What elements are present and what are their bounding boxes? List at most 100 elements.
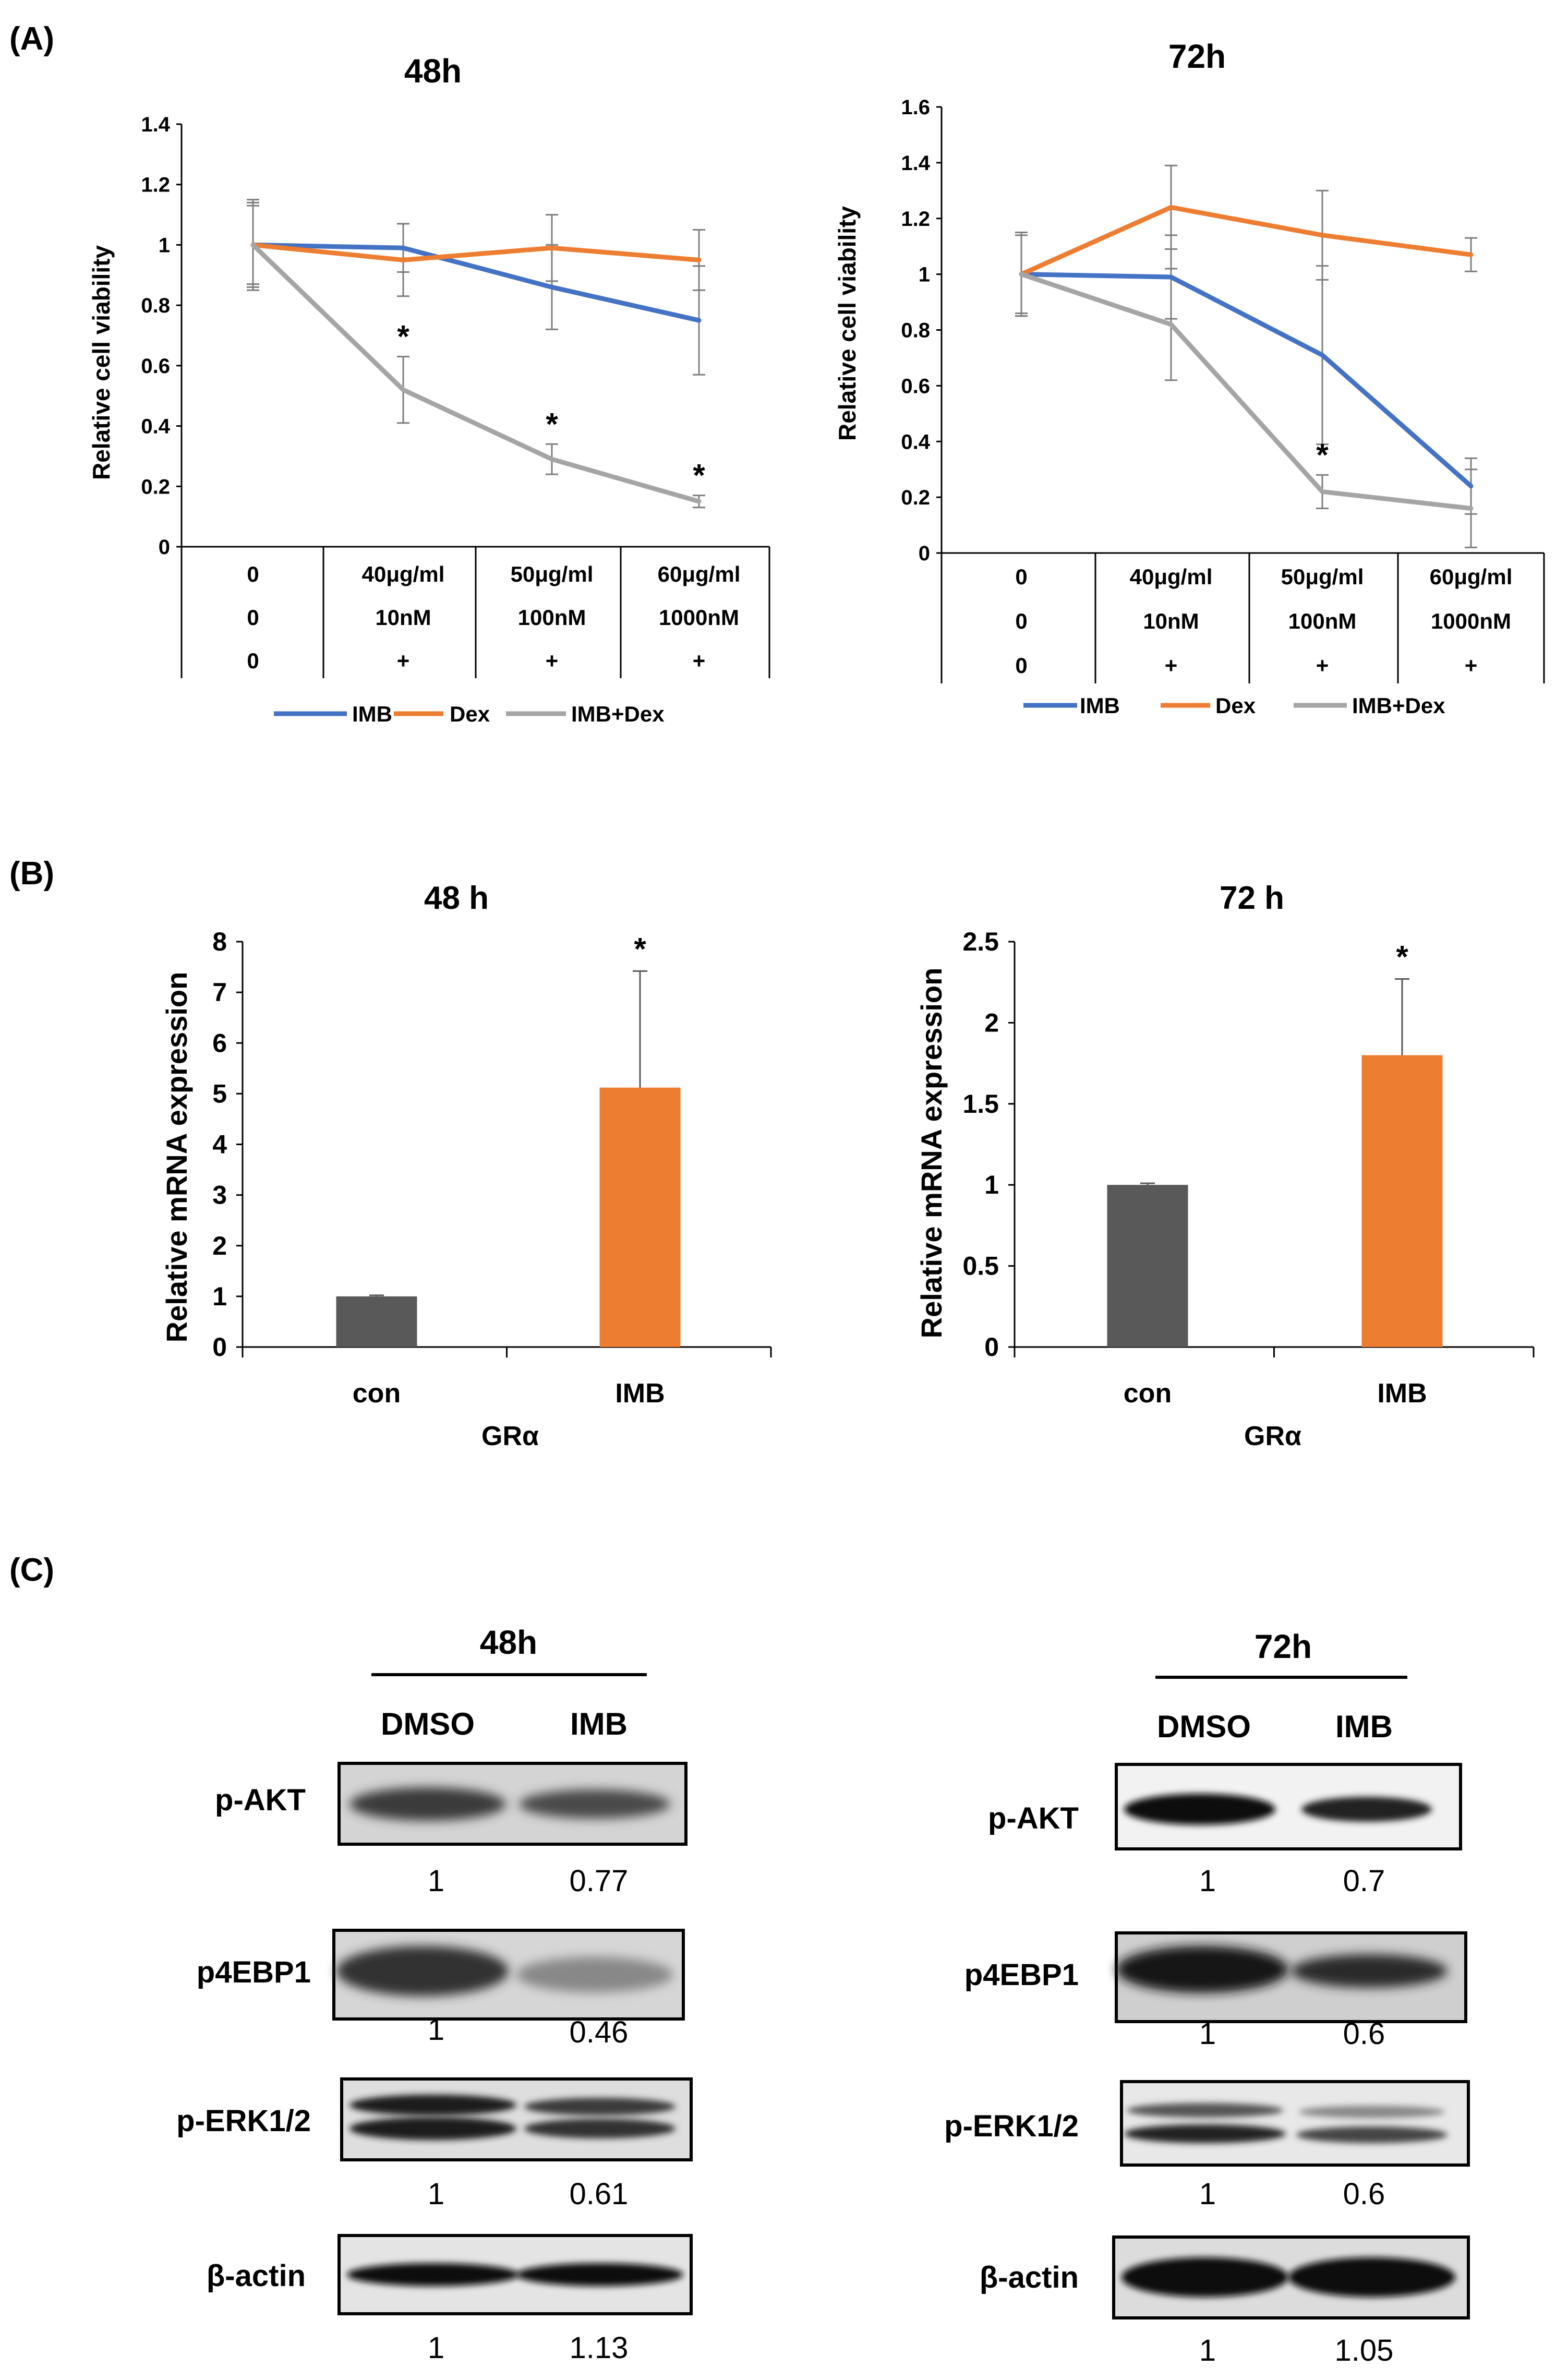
quant-value: 1.13 bbox=[570, 2331, 629, 2365]
quant-value: 1 bbox=[1199, 1864, 1216, 1898]
protein-label: β-actin bbox=[980, 2261, 1079, 2294]
y-tick-label: 0.4 bbox=[901, 430, 930, 453]
y-tick-label: 0.2 bbox=[141, 475, 170, 498]
y-tick-label: 1.4 bbox=[901, 152, 930, 175]
y-tick-label: 1 bbox=[212, 1282, 227, 1311]
quant-value: 1 bbox=[428, 1864, 444, 1898]
legend-label: Dex bbox=[1215, 693, 1256, 718]
y-tick-label: 0 bbox=[159, 536, 170, 559]
protein-label: β-actin bbox=[207, 2259, 306, 2293]
y-tick-label: 1.4 bbox=[141, 113, 170, 136]
y-axis-label: Relative cell viability bbox=[88, 245, 115, 480]
chart-title: 72h bbox=[1168, 38, 1226, 75]
table-cell: 0 bbox=[247, 562, 259, 586]
panel-label-c: (C) bbox=[9, 1552, 54, 1588]
category-label: con bbox=[1124, 1378, 1172, 1409]
line-chart-72h: 72h Relative cell viability 0 0.2 0.4 0.6 0.… bbox=[834, 38, 1545, 718]
panel-label-b: (B) bbox=[9, 856, 54, 892]
blot-time-label: 72h bbox=[1255, 1628, 1312, 1665]
y-tick-label: 0.6 bbox=[901, 375, 930, 398]
legend: IMB Dex IMB+Dex bbox=[1023, 693, 1445, 718]
table-cell: + bbox=[1316, 653, 1329, 678]
table-cell: + bbox=[1465, 653, 1478, 678]
legend: IMB Dex IMB+Dex bbox=[274, 702, 665, 726]
y-tick-label: 1 bbox=[919, 263, 930, 286]
legend-label: IMB bbox=[352, 702, 392, 726]
y-tick-label: 1.5 bbox=[962, 1089, 999, 1119]
chart-title: 48h bbox=[404, 52, 462, 90]
bar-con bbox=[1107, 1185, 1188, 1347]
significance-asterisk: * bbox=[397, 319, 409, 354]
y-tick-label: 2 bbox=[984, 1008, 999, 1037]
quant-value: 1 bbox=[428, 2177, 444, 2211]
y-tick-label: 1 bbox=[159, 234, 170, 257]
lane-label-imb: IMB bbox=[570, 1706, 628, 1741]
x-axis-label: GRα bbox=[481, 1421, 539, 1451]
series-line-imb-dex bbox=[1019, 272, 1474, 511]
legend-label: IMB+Dex bbox=[571, 702, 665, 726]
bar-chart-72h: 72 h Relative mRNA expression 0 0.5 1 1.5 2 2… bbox=[915, 880, 1535, 1451]
table-cell: 10nM bbox=[375, 605, 431, 630]
legend-label: IMB+Dex bbox=[1352, 693, 1445, 718]
table-cell: 0 bbox=[1015, 653, 1027, 678]
table-cell: 50μg/ml bbox=[1281, 564, 1364, 589]
y-tick-label: 4 bbox=[212, 1130, 227, 1159]
y-tick-label: 1 bbox=[984, 1170, 999, 1199]
significance-asterisk: * bbox=[693, 458, 705, 493]
table-cell: 60μg/ml bbox=[1430, 564, 1513, 589]
blot-band-box bbox=[1115, 1763, 1462, 1850]
legend-label: IMB bbox=[1080, 693, 1120, 718]
quant-value: 0.77 bbox=[570, 1864, 629, 1898]
table-cell: 1000nM bbox=[659, 605, 739, 630]
x-axis-label: GRα bbox=[1244, 1421, 1301, 1451]
lane-label-imb: IMB bbox=[1335, 1709, 1393, 1744]
quant-value: 0.7 bbox=[1343, 1864, 1385, 1898]
table-cell: + bbox=[546, 648, 559, 673]
y-axis-label: Relative cell viability bbox=[834, 206, 861, 441]
quant-value: 0.6 bbox=[1343, 2177, 1385, 2211]
bar-chart-48h: 48 h Relative mRNA expression 012345678 … bbox=[160, 880, 772, 1451]
quant-value: 1 bbox=[1199, 2017, 1216, 2051]
y-tick-label: 3 bbox=[212, 1181, 227, 1210]
y-tick-label: 0.2 bbox=[901, 486, 930, 509]
table-cell: 40μg/ml bbox=[1130, 564, 1213, 589]
y-axis-label: Relative mRNA expression bbox=[160, 972, 193, 1343]
table-cell: + bbox=[693, 648, 706, 673]
y-tick-label: 0.8 bbox=[141, 294, 170, 317]
legend-label: Dex bbox=[450, 702, 490, 726]
table-cell: 1000nM bbox=[1431, 609, 1511, 633]
y-tick-label: 8 bbox=[212, 927, 227, 956]
y-tick-label: 1.2 bbox=[141, 174, 170, 197]
protein-label: p4EBP1 bbox=[197, 1955, 311, 1989]
quant-value: 0.46 bbox=[570, 2015, 629, 2049]
table-cell: 100nM bbox=[1288, 609, 1357, 633]
table-cell: 40μg/ml bbox=[362, 562, 445, 586]
table-cell: 60μg/ml bbox=[658, 562, 741, 586]
y-axis-label: Relative mRNA expression bbox=[915, 968, 948, 1339]
western-blot-72h: 72h DMSO IMB p-AKT 1 0.7 p4EBP1 1 0.6 p-… bbox=[944, 1628, 1470, 2367]
bar-con bbox=[336, 1296, 417, 1347]
y-tick-label: 2.5 bbox=[962, 927, 999, 956]
quant-value: 1 bbox=[1199, 2334, 1216, 2367]
quant-value: 0.6 bbox=[1343, 2017, 1385, 2051]
protein-label: p-ERK1/2 bbox=[944, 2109, 1079, 2143]
lane-label-dmso: DMSO bbox=[381, 1706, 475, 1741]
blot-band-box bbox=[340, 2077, 693, 2161]
blot-time-label: 48h bbox=[480, 1624, 537, 1661]
chart-title: 48 h bbox=[424, 880, 489, 916]
protein-label: p-ERK1/2 bbox=[176, 2104, 311, 2138]
bar-imb bbox=[1361, 1055, 1443, 1347]
significance-asterisk: * bbox=[546, 406, 558, 441]
series-line-imb bbox=[250, 242, 702, 323]
series-line-dex bbox=[1019, 205, 1474, 277]
table-cell: 0 bbox=[247, 648, 259, 673]
y-tick-label: 2 bbox=[212, 1231, 227, 1260]
series-line-imb bbox=[1019, 272, 1474, 489]
protein-label: p4EBP1 bbox=[964, 1958, 1079, 1992]
western-blot-48h: 48h DMSO IMB p-AKT 1 0.77 p4EBP1 1 0.46 … bbox=[176, 1624, 693, 2365]
significance-asterisk: * bbox=[1396, 939, 1408, 974]
y-tick-label: 1.2 bbox=[901, 208, 930, 231]
table-cell: 0 bbox=[247, 605, 259, 630]
protein-label: p-AKT bbox=[215, 1783, 306, 1817]
